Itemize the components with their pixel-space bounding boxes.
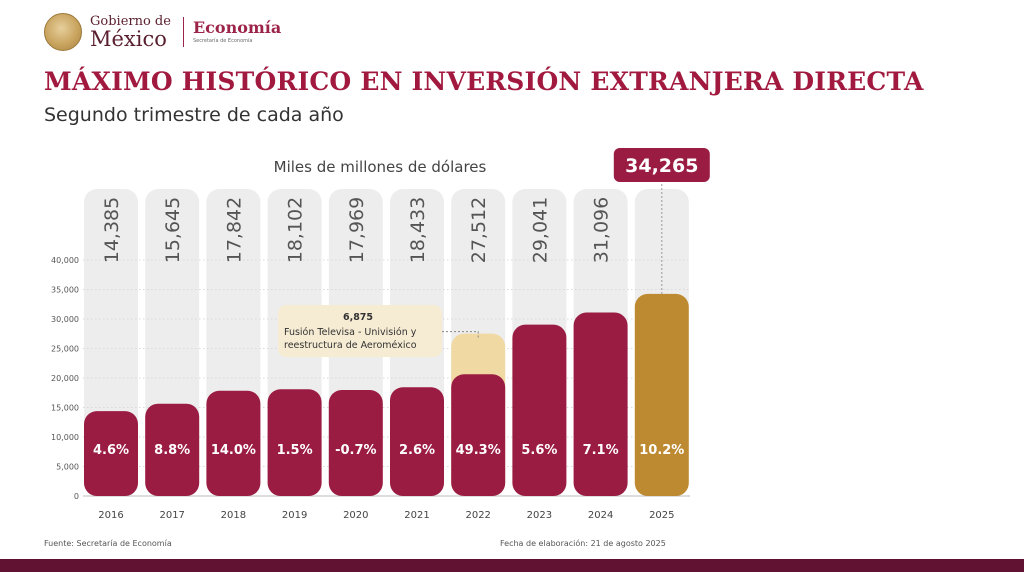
ministry-name: Economía (192, 18, 282, 37)
elaboration-date: Fecha de elaboración: 21 de agosto 2025 (500, 539, 666, 548)
growth-label: 4.6% (93, 443, 129, 458)
y-tick-label: 15,000 (51, 404, 79, 413)
source-note: Fuente: Secretaría de Economía (44, 539, 172, 548)
growth-label: 10.2% (639, 443, 684, 458)
annotation-text: reestructura de Aeroméxico (284, 340, 417, 351)
growth-label: 5.6% (521, 443, 557, 458)
bar (512, 324, 567, 496)
annotation-text: Fusión Televisa - Univisión y (284, 327, 417, 338)
y-tick-label: 10,000 (51, 433, 79, 442)
x-tick-label: 2021 (404, 510, 429, 521)
bar (84, 411, 138, 496)
y-tick-label: 0 (74, 492, 79, 501)
y-tick-label: 35,000 (51, 286, 79, 295)
x-tick-label: 2017 (159, 510, 184, 521)
y-tick-label: 20,000 (51, 374, 79, 383)
government-logo: Gobierno de México (90, 15, 171, 50)
x-tick-label: 2016 (98, 510, 123, 521)
data-label: 15,645 (162, 197, 184, 263)
bottom-bar (0, 559, 1024, 572)
x-tick-label: 2024 (588, 510, 613, 521)
growth-label: 14.0% (211, 443, 256, 458)
highlight-value-label: 34,265 (625, 155, 698, 177)
gov-line-1: Gobierno de (90, 13, 171, 29)
annotation-box (278, 305, 442, 357)
growth-label: -0.7% (335, 443, 376, 458)
bar (573, 312, 628, 496)
data-label: 29,041 (529, 197, 551, 263)
data-label: 18,102 (285, 197, 307, 263)
unit-label: Miles de millones de dólares (273, 158, 487, 176)
data-label: 18,433 (407, 197, 429, 263)
growth-label: 1.5% (277, 443, 313, 458)
x-tick-label: 2023 (527, 510, 552, 521)
growth-label: 49.3% (456, 443, 501, 458)
data-label: 31,096 (591, 197, 613, 263)
annotation-leader-line (442, 331, 479, 338)
x-tick-label: 2020 (343, 510, 368, 521)
bar (267, 389, 322, 496)
y-tick-label: 30,000 (51, 315, 79, 324)
page-title: MÁXIMO HISTÓRICO EN INVERSIÓN EXTRANJERA… (44, 67, 924, 96)
x-tick-label: 2019 (282, 510, 307, 521)
data-label: 17,969 (346, 197, 368, 263)
x-tick-label: 2018 (221, 510, 246, 521)
y-tick-label: 25,000 (51, 345, 79, 354)
data-label: 17,842 (223, 197, 245, 263)
header: Gobierno de México Economía Secretaría d… (44, 12, 281, 52)
bar (634, 293, 689, 496)
gov-line-2: México (90, 26, 167, 51)
bar (328, 389, 383, 496)
data-label: 27,512 (468, 197, 490, 263)
x-tick-label: 2022 (465, 510, 490, 521)
ministry-logo: Economía Secretaría de Economía (193, 20, 281, 44)
growth-label: 8.8% (154, 443, 190, 458)
ministry-subname: Secretaría de Economía (192, 38, 253, 44)
logo-divider (182, 17, 184, 47)
bar (390, 387, 444, 496)
highlight-callout-box (613, 148, 710, 182)
annotation-value: 6,875 (343, 312, 373, 323)
x-tick-label: 2025 (649, 510, 674, 521)
growth-label: 2.6% (399, 443, 435, 458)
y-tick-label: 5,000 (56, 463, 79, 472)
bar (206, 390, 261, 496)
bar (145, 403, 200, 496)
government-seal-icon (44, 13, 82, 51)
bar (451, 374, 506, 496)
page-subtitle: Segundo trimestre de cada año (44, 104, 344, 126)
growth-label: 7.1% (583, 443, 619, 458)
y-tick-label: 40,000 (51, 256, 79, 265)
bar-chart: 0 5,000 10,000 15,000 20,000 25,000 30,000 35,0… (51, 148, 710, 521)
data-label: 14,385 (101, 197, 123, 263)
